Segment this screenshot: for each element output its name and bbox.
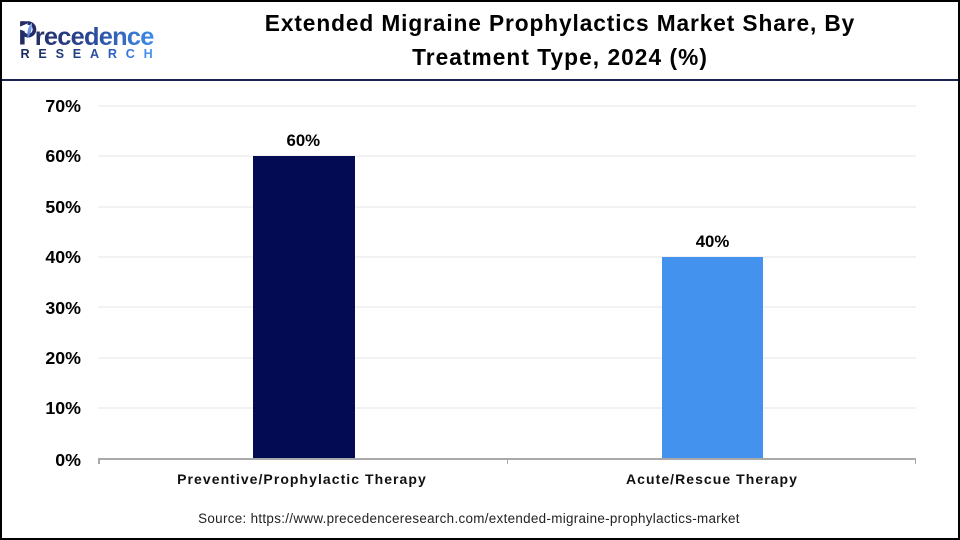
svg-text:recedence: recedence	[35, 23, 155, 51]
svg-text:RESEARCH: RESEARCH	[21, 47, 162, 61]
